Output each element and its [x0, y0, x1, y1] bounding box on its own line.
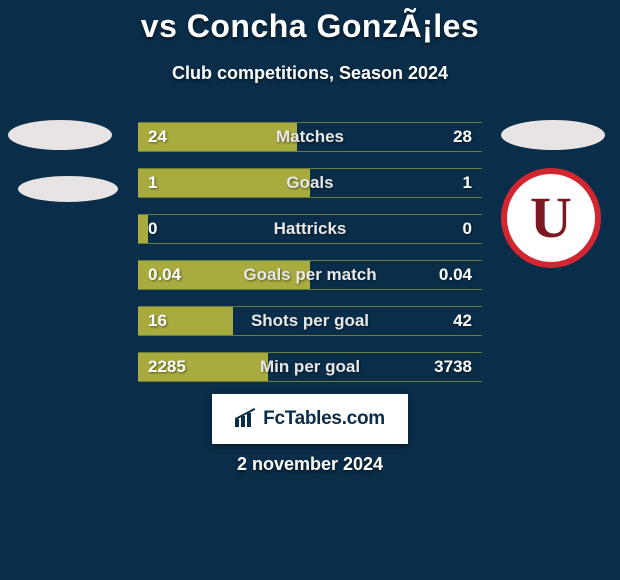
- right-value: 0: [463, 219, 472, 239]
- brand-logo[interactable]: FcTables.com: [212, 394, 408, 444]
- right-value: 1: [463, 173, 472, 193]
- generated-date: 2 november 2024: [0, 454, 620, 475]
- comparison-row: 2428Matches: [138, 122, 482, 152]
- right-value: 0.04: [439, 265, 472, 285]
- right-value: 42: [453, 311, 472, 331]
- left-value: 24: [148, 127, 167, 147]
- comparison-row: 11Goals: [138, 168, 482, 198]
- left-value: 16: [148, 311, 167, 331]
- comparison-row: 1642Shots per goal: [138, 306, 482, 336]
- comparison-row: 0 0Hattricks: [138, 214, 482, 244]
- bar-label: Hattricks: [138, 215, 482, 243]
- left-value: 2285: [148, 357, 186, 377]
- right-value: 3738: [434, 357, 472, 377]
- comparison-row: 22853738Min per goal: [138, 352, 482, 382]
- comparison-bars: 2428Matches11Goals00Hattricks0.040.04Goa…: [138, 122, 482, 382]
- bar-fill: [138, 215, 148, 243]
- left-value: 1: [148, 173, 157, 193]
- left-value: 0.04: [148, 265, 181, 285]
- player1-badge-b: [18, 176, 118, 202]
- left-player-badges: [8, 120, 118, 202]
- player1-badge-a: [8, 120, 112, 150]
- brand-text: FcTables.com: [263, 408, 385, 430]
- player2-badge-a: [501, 120, 605, 150]
- bar-fill: [138, 169, 310, 197]
- brand-chart-icon: [235, 411, 257, 427]
- player2-club-logo: [501, 168, 601, 268]
- left-value: 0: [148, 219, 157, 239]
- right-value: 28: [453, 127, 472, 147]
- comparison-row: 0.040.04Goals per match: [138, 260, 482, 290]
- page-subtitle: Club competitions, Season 2024: [0, 63, 620, 84]
- page-title: vs Concha GonzÃ¡les: [0, 0, 620, 45]
- right-player-badges: [501, 120, 605, 268]
